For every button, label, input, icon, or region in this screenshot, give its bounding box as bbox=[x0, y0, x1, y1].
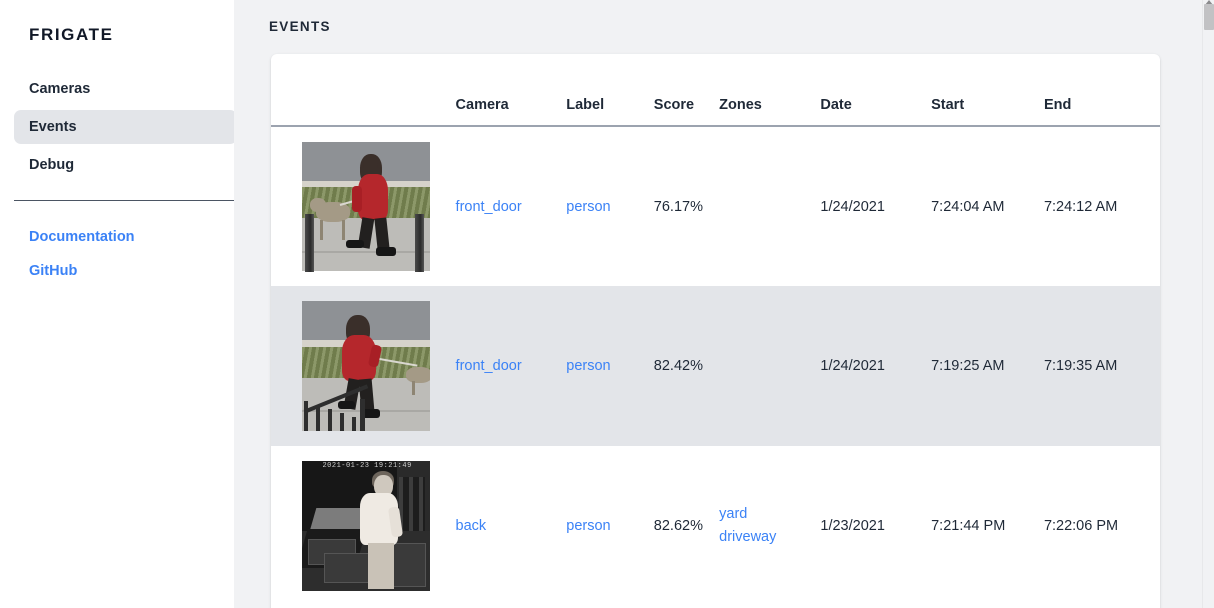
sidebar-item-label: Debug bbox=[29, 157, 75, 173]
sidebar-item-events[interactable]: Events bbox=[14, 110, 237, 144]
sidebar: FRIGATE Cameras Events Debug Documentati… bbox=[0, 0, 251, 608]
thumbnail-timestamp-overlay: 2021-01-23 19:21:49 bbox=[322, 462, 412, 470]
main-content: EVENTS Camera Label Score Zones Date Sta… bbox=[251, 0, 1214, 608]
sidebar-divider bbox=[14, 200, 237, 201]
event-score-cell: 82.42% bbox=[653, 358, 703, 374]
sidebar-item-debug[interactable]: Debug bbox=[14, 148, 237, 182]
event-start-cell: 7:24:04 AM bbox=[931, 198, 1005, 215]
column-header-camera[interactable]: Camera bbox=[455, 97, 509, 113]
sidebar-nav: Cameras Events Debug bbox=[0, 72, 251, 182]
event-camera-cell: front_door bbox=[456, 126, 567, 286]
column-header-date[interactable]: Date bbox=[820, 97, 852, 113]
events-table-header-row: Camera Label Score Zones Date Start End bbox=[271, 54, 1160, 126]
column-header-thumbnail[interactable] bbox=[271, 54, 456, 126]
event-start-cell: 7:21:44 PM bbox=[931, 518, 1006, 534]
column-header-end[interactable]: End bbox=[1043, 97, 1072, 113]
event-start-cell: 7:19:25 AM bbox=[931, 358, 1005, 374]
event-date-cell: 1/23/2021 bbox=[820, 518, 885, 534]
zone-link-driveway[interactable]: driveway bbox=[719, 529, 777, 545]
event-thumbnail-cell[interactable]: 2021-01-23 19:21:49 bbox=[271, 446, 456, 606]
app-brand: FRIGATE bbox=[29, 25, 114, 44]
event-zones-cell: yard driveway bbox=[719, 446, 820, 606]
event-thumbnail-daytime-dogwalker-rear[interactable] bbox=[302, 301, 430, 431]
event-label-cell: person bbox=[566, 286, 654, 446]
events-table-head: Camera Label Score Zones Date Start End bbox=[271, 54, 1160, 126]
sidebar-item-cameras[interactable]: Cameras bbox=[14, 72, 237, 106]
event-thumbnail-daytime-dogwalker[interactable] bbox=[302, 141, 430, 272]
event-thumbnail-cell[interactable] bbox=[271, 126, 456, 286]
sidebar-link-github[interactable]: GitHub bbox=[14, 254, 237, 288]
event-score-cell: 82.62% bbox=[653, 518, 703, 534]
sidebar-item-label: Cameras bbox=[29, 81, 91, 97]
camera-link[interactable]: front_door bbox=[455, 358, 522, 374]
label-link[interactable]: person bbox=[566, 358, 611, 374]
scroll-up-arrow-icon[interactable] bbox=[1205, 0, 1213, 5]
events-table-body: front_door person 76.17% 1/24/2021 7:24:… bbox=[271, 126, 1160, 606]
column-header-label[interactable]: Label bbox=[566, 97, 605, 113]
page-title: EVENTS bbox=[269, 19, 331, 34]
table-row[interactable]: front_door person 82.42% 1/24/2021 7:19:… bbox=[271, 286, 1160, 446]
event-score-cell: 76.17% bbox=[653, 198, 703, 215]
camera-link[interactable]: front_door bbox=[455, 198, 522, 215]
sidebar-item-label: Events bbox=[29, 119, 77, 135]
event-zones-cell bbox=[719, 286, 820, 446]
camera-link[interactable]: back bbox=[455, 518, 487, 534]
event-end-cell: 7:22:06 PM bbox=[1043, 518, 1119, 534]
event-date-cell: 1/24/2021 bbox=[820, 358, 885, 374]
events-card: Camera Label Score Zones Date Start End bbox=[271, 54, 1160, 608]
event-thumbnail-night-infrared[interactable]: 2021-01-23 19:21:49 bbox=[302, 461, 430, 591]
table-row[interactable]: 2021-01-23 19:21:49 back person 82.62% y… bbox=[271, 446, 1160, 606]
zone-link-yard[interactable]: yard bbox=[719, 506, 748, 522]
events-table: Camera Label Score Zones Date Start End bbox=[271, 54, 1160, 606]
event-camera-cell: front_door bbox=[456, 286, 567, 446]
event-thumbnail-cell[interactable] bbox=[271, 286, 456, 446]
event-label-cell: person bbox=[566, 126, 654, 286]
column-header-score[interactable]: Score bbox=[653, 97, 695, 113]
table-row[interactable]: front_door person 76.17% 1/24/2021 7:24:… bbox=[271, 126, 1160, 286]
sidebar-link-label: GitHub bbox=[29, 263, 78, 279]
sidebar-link-label: Documentation bbox=[29, 229, 135, 245]
column-header-start[interactable]: Start bbox=[931, 97, 965, 113]
event-label-cell: person bbox=[566, 446, 654, 606]
label-link[interactable]: person bbox=[566, 198, 611, 215]
scrollbar-thumb[interactable] bbox=[1204, 4, 1214, 30]
event-camera-cell: back bbox=[456, 446, 567, 606]
event-date-cell: 1/24/2021 bbox=[820, 198, 885, 215]
label-link[interactable]: person bbox=[566, 518, 611, 534]
event-end-cell: 7:19:35 AM bbox=[1043, 358, 1118, 374]
page-scrollbar[interactable] bbox=[1202, 0, 1214, 608]
column-header-zones[interactable]: Zones bbox=[719, 97, 762, 113]
sidebar-link-documentation[interactable]: Documentation bbox=[14, 220, 237, 254]
event-end-cell: 7:24:12 AM bbox=[1043, 198, 1118, 215]
sidebar-edge bbox=[234, 0, 251, 608]
event-zones-cell bbox=[719, 126, 820, 286]
